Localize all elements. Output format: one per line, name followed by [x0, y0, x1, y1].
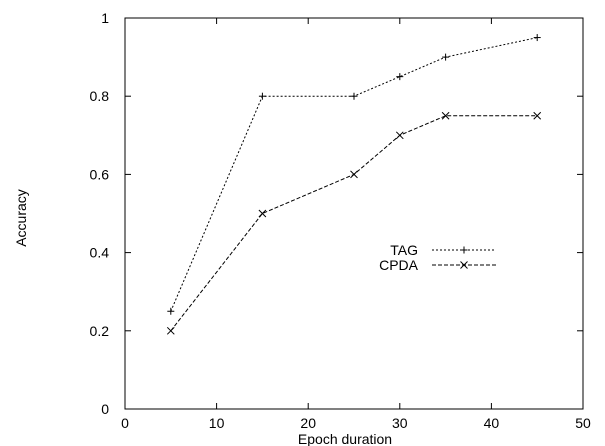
y-axis-label: Accuracy — [13, 189, 29, 247]
y-tick-label: 0.6 — [90, 166, 110, 182]
data-point-cpda — [350, 170, 358, 179]
axis-tick-labels: 0 10 20 30 40 50 0 0.2 0.4 0.6 0.8 1 — [90, 10, 591, 431]
y-tick-label: 0.4 — [90, 245, 110, 261]
series-line-tag — [170, 37, 538, 312]
x-tick-label: 30 — [392, 415, 408, 431]
series-lines — [166, 34, 542, 335]
series-tag — [167, 34, 541, 315]
x-tick-label: 10 — [209, 415, 225, 431]
data-point-cpda — [533, 111, 542, 120]
x-tick-label: 40 — [484, 415, 500, 431]
data-point-cpda — [395, 131, 404, 140]
legend-label-cpda: CPDA — [379, 257, 419, 273]
x-tick-label: 0 — [121, 415, 129, 431]
data-point-cpda — [441, 111, 450, 120]
axis-ticks — [124, 17, 584, 410]
x-tick-label: 20 — [300, 415, 316, 431]
series-line-cpda — [170, 115, 538, 332]
x-tick-label: 50 — [575, 415, 591, 431]
data-point-cpda — [258, 209, 267, 218]
data-point-cpda — [166, 326, 175, 335]
y-tick-label: 1 — [101, 10, 109, 26]
legend-label-tag: TAG — [390, 242, 418, 258]
x-axis-label: Epoch duration — [298, 431, 392, 446]
plot-frame — [124, 17, 584, 410]
y-tick-label: 0.2 — [90, 323, 110, 339]
series-cpda — [166, 111, 542, 335]
legend-marker-cpda — [460, 261, 468, 269]
y-tick-label: 0 — [101, 401, 109, 417]
y-tick-label: 0.8 — [90, 88, 110, 104]
plot-border — [124, 17, 584, 410]
